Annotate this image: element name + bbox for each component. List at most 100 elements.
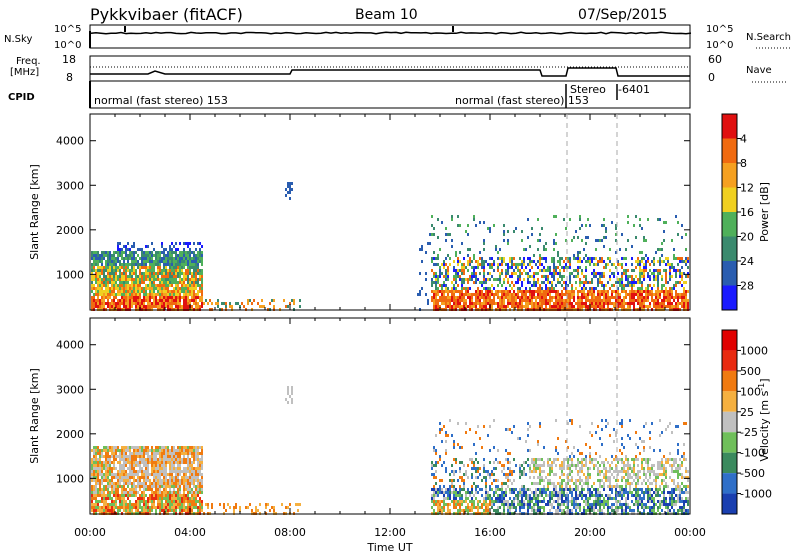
data-cell [447, 254, 449, 257]
data-cell [597, 305, 599, 308]
data-cell [149, 263, 151, 266]
data-cell [565, 227, 567, 230]
data-cell [585, 461, 587, 464]
data-cell [159, 278, 161, 281]
data-cell [199, 497, 201, 500]
data-cell [119, 242, 121, 245]
data-cell [107, 473, 109, 476]
data-cell [133, 302, 135, 305]
data-cell [625, 290, 627, 293]
data-cell [531, 233, 533, 236]
data-cell [503, 503, 505, 506]
data-cell [119, 494, 121, 497]
data-cell [121, 290, 123, 293]
data-cell [195, 272, 197, 275]
data-cell [633, 293, 635, 296]
data-cell [197, 266, 199, 269]
data-cell [195, 269, 197, 272]
data-cell [659, 305, 661, 308]
data-cell [171, 482, 173, 485]
data-cell [163, 293, 165, 296]
data-cell [119, 449, 121, 452]
data-cell [191, 467, 193, 470]
data-cell [433, 251, 435, 254]
data-cell [673, 305, 675, 308]
data-cell [93, 275, 95, 278]
data-cell [571, 302, 573, 305]
data-cell [113, 506, 115, 509]
data-cell [571, 419, 573, 422]
data-cell [489, 278, 491, 281]
data-cell [107, 278, 109, 281]
data-cell [503, 494, 505, 497]
data-cell [143, 299, 145, 302]
data-cell [585, 455, 587, 458]
data-cell [99, 488, 101, 491]
data-cell [201, 284, 203, 287]
data-cell [95, 260, 97, 263]
data-cell [181, 500, 183, 503]
data-cell [175, 248, 177, 251]
data-cell [489, 299, 491, 302]
data-cell [661, 287, 663, 290]
data-cell [131, 506, 133, 509]
data-cell [477, 509, 479, 512]
data-cell [103, 479, 105, 482]
data-cell [485, 302, 487, 305]
data-cell [193, 461, 195, 464]
data-cell [113, 275, 115, 278]
data-cell [587, 236, 589, 239]
data-cell [509, 302, 511, 305]
data-cell [435, 461, 437, 464]
data-cell [603, 302, 605, 305]
data-cell [169, 482, 171, 485]
data-cell [99, 485, 101, 488]
data-cell [133, 272, 135, 275]
data-cell [123, 509, 125, 512]
data-cell [547, 461, 549, 464]
data-cell [447, 275, 449, 278]
data-cell [461, 281, 463, 284]
data-cell [91, 461, 93, 464]
data-cell [445, 302, 447, 305]
data-cell [577, 260, 579, 263]
data-cell [93, 293, 95, 296]
data-cell [591, 458, 593, 461]
data-cell [169, 509, 171, 512]
data-cell [153, 305, 155, 308]
data-cell [513, 497, 515, 500]
data-cell [171, 266, 173, 269]
data-cell [507, 476, 509, 479]
data-cell [449, 491, 451, 494]
data-cell [495, 293, 497, 296]
data-cell [537, 458, 539, 461]
data-cell [135, 500, 137, 503]
data-cell [559, 494, 561, 497]
data-cell [433, 449, 435, 452]
data-cell [179, 251, 181, 254]
nave-tick-top: 60 [708, 53, 722, 66]
data-cell [167, 461, 169, 464]
data-cell [585, 281, 587, 284]
data-cell [481, 266, 483, 269]
data-cell [525, 299, 527, 302]
data-cell [565, 290, 567, 293]
data-cell [185, 272, 187, 275]
data-cell [485, 278, 487, 281]
data-cell [157, 452, 159, 455]
data-cell [175, 287, 177, 290]
data-cell [437, 494, 439, 497]
data-cell [561, 470, 563, 473]
data-cell [603, 305, 605, 308]
data-cell [569, 464, 571, 467]
data-cell [155, 263, 157, 266]
data-cell [509, 260, 511, 263]
data-cell [171, 263, 173, 266]
data-cell [451, 215, 453, 218]
data-cell [637, 263, 639, 266]
data-cell [93, 266, 95, 269]
data-cell [135, 290, 137, 293]
data-cell [155, 494, 157, 497]
data-cell [435, 305, 437, 308]
data-cell [531, 482, 533, 485]
